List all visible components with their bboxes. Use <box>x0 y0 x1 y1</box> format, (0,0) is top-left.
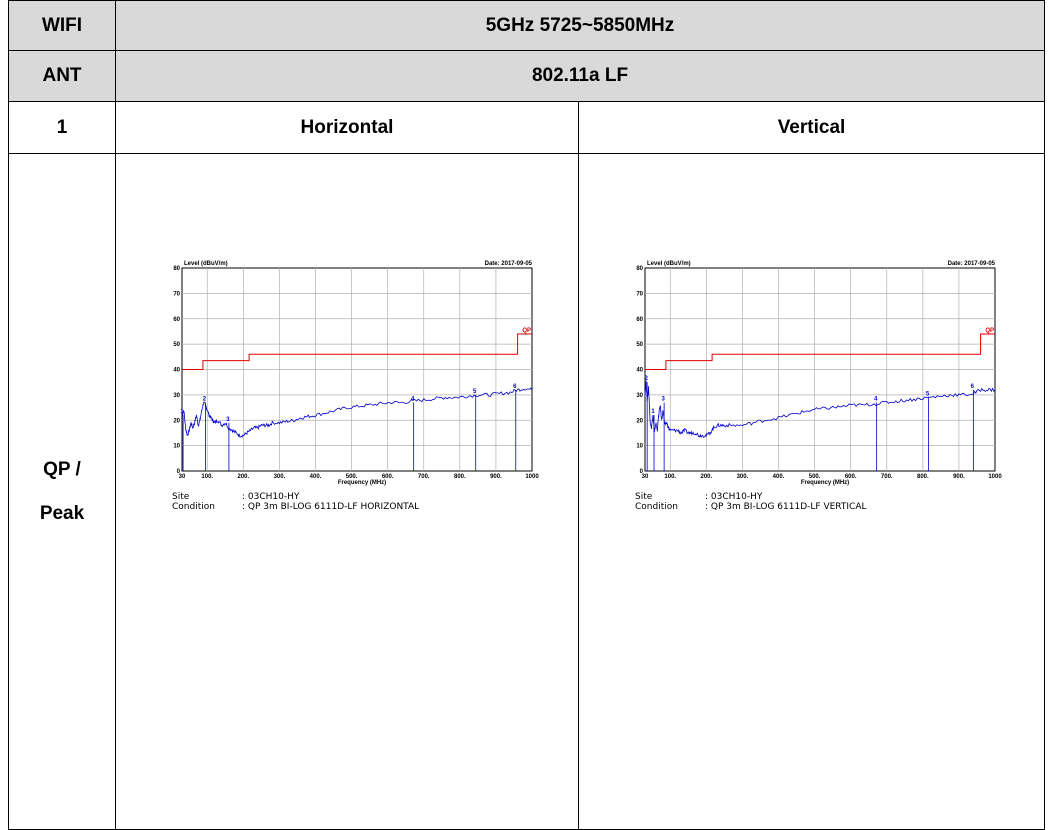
x-tick-label: 600. <box>845 474 857 480</box>
emission-test-table: WIFI 5GHz 5725~5850MHz ANT 802.11a LF 1 … <box>8 0 1045 830</box>
y-tick-label: 10 <box>173 444 180 450</box>
x-tick-label: 30 <box>642 474 649 480</box>
x-tick-label: 100. <box>664 474 676 480</box>
y-tick-label: 50 <box>173 342 180 348</box>
emission-trace <box>181 387 533 439</box>
y-tick-label: 20 <box>173 418 180 424</box>
x-tick-label: 600. <box>382 474 394 480</box>
mode-label-peak: Peak <box>39 502 85 524</box>
horizontal-chart: 0 10 20 30 40 50 60 70 80 30 100. 200. 300. 400. 500. 6… <box>160 255 552 493</box>
ant-label: ANT <box>8 50 116 102</box>
y-tick-label: 20 <box>636 418 643 424</box>
qp-limit-label: QP <box>522 328 531 334</box>
chart-date: Date: 2017-09-05 <box>485 261 533 267</box>
x-tick-label: 800. <box>917 474 929 480</box>
y-axis-title: Level (dBuV/m) <box>184 261 228 267</box>
x-axis-title: Frequency (MHz) <box>801 480 849 486</box>
index-label: 1 <box>8 101 116 154</box>
x-tick-label: 200. <box>700 474 712 480</box>
y-tick-label: 0 <box>640 469 644 475</box>
x-tick-label: 700. <box>881 474 893 480</box>
y-tick-label: 30 <box>173 393 180 399</box>
y-tick-label: 80 <box>173 266 180 272</box>
x-tick-label: 100. <box>201 474 213 480</box>
chart-date: Date: 2017-09-05 <box>948 261 996 267</box>
marker-label: 5 <box>473 389 477 395</box>
site-key: Site <box>635 492 653 502</box>
x-tick-label: 300. <box>274 474 286 480</box>
marker-label: 3 <box>226 417 230 423</box>
wifi-row: WIFI 5GHz 5725~5850MHz <box>8 0 1045 51</box>
x-tick-label: 200. <box>237 474 249 480</box>
x-tick-label: 300. <box>737 474 749 480</box>
y-tick-label: 60 <box>173 317 180 323</box>
mode-label: QP / Peak <box>8 153 116 830</box>
x-tick-label: 700. <box>418 474 430 480</box>
y-tick-label: 0 <box>177 469 181 475</box>
marker-label: 2 <box>203 396 207 402</box>
y-tick-label: 60 <box>636 317 643 323</box>
y-axis-title: Level (dBuV/m) <box>647 261 691 267</box>
vertical-chart: 0 10 20 30 40 50 60 70 80 30 100. 200. 300. 400. 500. 6… <box>623 255 1015 493</box>
marker-label: 5 <box>926 391 930 397</box>
horizontal-info: Site : 03CH10-HY Condition : QP 3m BI-LOG … <box>172 492 419 512</box>
polarization-header-row: 1 Horizontal Vertical <box>8 101 1045 154</box>
y-tick-label: 50 <box>636 342 643 348</box>
ant-row: ANT 802.11a LF <box>8 50 1045 102</box>
qp-limit-label: QP <box>985 328 994 334</box>
marker-label: 2 <box>644 376 648 382</box>
emission-trace <box>644 380 996 438</box>
condition-key: Condition <box>635 502 678 512</box>
condition-key: Condition <box>172 502 215 512</box>
marker-label: 4 <box>874 396 878 402</box>
y-tick-label: 80 <box>636 266 643 272</box>
horizontal-header: Horizontal <box>115 101 579 154</box>
wifi-label: WIFI <box>8 0 116 51</box>
x-tick-label: 400. <box>773 474 785 480</box>
marker-label: 3 <box>661 396 665 402</box>
x-tick-label: 800. <box>454 474 466 480</box>
y-tick-label: 70 <box>636 291 643 297</box>
vertical-chart-cell: 0 10 20 30 40 50 60 70 80 30 100. 200. 300. 400. 500. 6… <box>578 153 1045 830</box>
site-value: : 03CH10-HY <box>705 492 763 502</box>
y-tick-label: 70 <box>173 291 180 297</box>
x-axis-title: Frequency (MHz) <box>338 480 386 486</box>
qp-limit-line <box>182 333 532 370</box>
chart-row: QP / Peak 0 10 20 30 40 50 60 70 80 30 100. 200. 300… <box>8 153 1045 830</box>
horizontal-emission-chart: 0 10 20 30 40 50 60 70 80 30 100. 200. 300. 400. 500. 6… <box>173 261 539 486</box>
y-tick-label: 30 <box>636 393 643 399</box>
marker-label: 4 <box>411 396 415 402</box>
x-tick-label: 900. <box>953 474 965 480</box>
marker-label: 6 <box>513 384 517 390</box>
x-tick-label: 900. <box>490 474 502 480</box>
x-tick-label: 400. <box>310 474 322 480</box>
horizontal-chart-cell: 0 10 20 30 40 50 60 70 80 30 100. 200. 300. 400. 500. 6… <box>115 153 579 830</box>
mode-label-qp: QP / <box>43 458 81 480</box>
y-tick-label: 10 <box>636 444 643 450</box>
x-tick-label: 500. <box>346 474 358 480</box>
vertical-condition-value: : QP 3m BI-LOG 6111D-LF VERTICAL <box>705 502 867 512</box>
marker-label: 6 <box>971 384 975 390</box>
x-tick-label: 1000 <box>988 474 1002 480</box>
vertical-emission-chart: 0 10 20 30 40 50 60 70 80 30 100. 200. 300. 400. 500. 6… <box>636 261 1002 486</box>
vertical-info: Site : 03CH10-HY Condition : QP 3m BI-LOG … <box>635 492 867 512</box>
marker-label: 1 <box>651 409 655 415</box>
site-key: Site <box>172 492 190 502</box>
y-tick-label: 40 <box>173 368 180 374</box>
x-tick-label: 30 <box>179 474 186 480</box>
vertical-header: Vertical <box>578 101 1045 154</box>
y-tick-label: 40 <box>636 368 643 374</box>
x-tick-label: 1000 <box>525 474 539 480</box>
horizontal-condition-value: : QP 3m BI-LOG 6111D-LF HORIZONTAL <box>242 502 420 512</box>
x-tick-label: 500. <box>809 474 821 480</box>
site-value: : 03CH10-HY <box>242 492 300 502</box>
qp-limit-line <box>645 333 995 370</box>
marker-label: 1 <box>180 409 184 415</box>
ant-mode-value: 802.11a LF <box>115 50 1045 102</box>
wifi-band-value: 5GHz 5725~5850MHz <box>115 0 1045 51</box>
